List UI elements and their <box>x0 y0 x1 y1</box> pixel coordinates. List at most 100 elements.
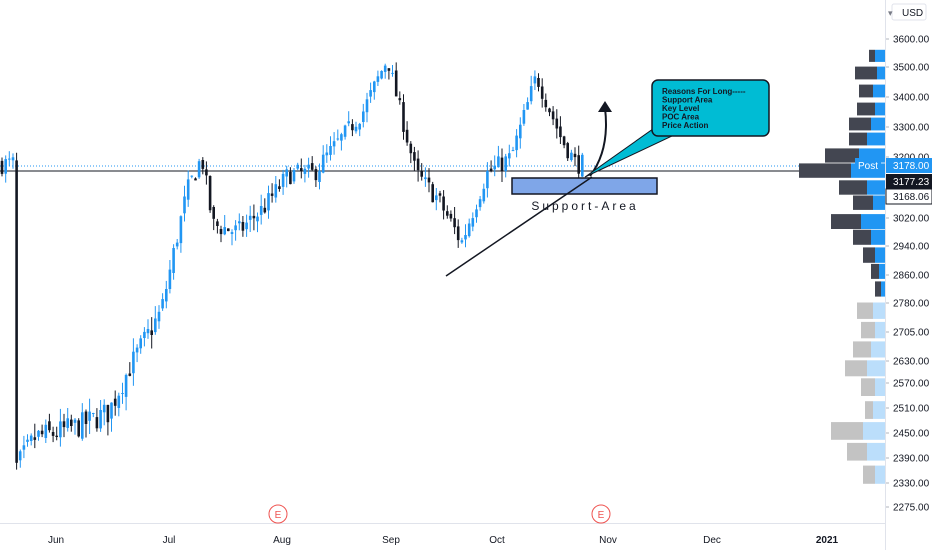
volume-profile-down-bar <box>845 360 867 377</box>
candle-body <box>128 373 132 376</box>
callout-box[interactable] <box>651 79 770 137</box>
volume-profile-up-bar <box>873 401 885 419</box>
candle-body <box>453 218 456 228</box>
price-tag-last: 3177.23 <box>886 174 932 189</box>
candle-body <box>190 175 194 177</box>
volume-profile-up-bar <box>867 442 885 461</box>
price-tag-level: 3168.06 <box>885 188 932 205</box>
candle-body <box>157 311 161 322</box>
volume-profile-up-bar <box>881 281 885 297</box>
candle-body <box>15 160 18 463</box>
candle-body <box>340 134 343 141</box>
candle-body <box>77 420 80 437</box>
last-price: 3177.23 <box>893 177 930 188</box>
candle-body <box>438 193 442 196</box>
time-axis[interactable]: Jun Jul Aug Sep Oct Nov Dec 2021 <box>48 535 839 546</box>
candle-body <box>486 171 489 189</box>
price-tick-label: 2630.00 <box>893 357 930 368</box>
candle-body <box>8 158 11 160</box>
level-price: 3168.06 <box>893 192 930 203</box>
callout-line: POC Area <box>662 113 700 122</box>
volume-profile-up-bar <box>875 102 885 116</box>
price-tick-label: 2705.00 <box>893 328 930 339</box>
volume-profile-down-bar <box>849 132 867 146</box>
candle-body <box>110 402 113 419</box>
candle-body <box>310 163 314 170</box>
candle-body <box>435 195 438 201</box>
candle-body <box>566 143 569 159</box>
post-price: 3178.00 <box>893 161 930 172</box>
candle-body <box>511 150 515 152</box>
candle-body <box>62 421 66 428</box>
post-label: Post <box>858 161 878 172</box>
candle-body <box>336 138 340 140</box>
candle-body <box>300 168 303 172</box>
candle-body <box>391 72 394 74</box>
candle-body <box>343 125 347 137</box>
candle-body <box>230 232 234 234</box>
dropdown-icon: ▾ <box>888 8 893 18</box>
candle-body <box>197 161 201 178</box>
candle-body <box>168 269 172 289</box>
candle-body <box>526 102 529 110</box>
candle-body <box>446 211 449 216</box>
price-tick-label: 2275.00 <box>893 503 930 514</box>
volume-profile-down-bar <box>861 378 875 396</box>
candle-body <box>150 330 153 335</box>
candle-body <box>555 118 559 129</box>
price-tick-label: 3020.00 <box>893 214 930 225</box>
candle-body <box>18 451 22 461</box>
candle-body <box>573 153 577 158</box>
date-tick-label: Aug <box>273 535 291 546</box>
volume-profile-up-bar <box>875 378 885 396</box>
candle-body <box>281 173 285 187</box>
candle-body <box>464 235 467 240</box>
volume-profile-down-bar <box>853 195 873 210</box>
candle-body <box>515 135 518 151</box>
volume-profile-down-bar <box>857 302 873 319</box>
volume-profile-down-bar <box>799 163 851 178</box>
candle-body <box>577 155 580 174</box>
date-tick-label: 2021 <box>816 535 839 546</box>
candle-body <box>500 157 504 172</box>
candle-body <box>369 90 372 97</box>
price-axis[interactable]: 3600.003500.003400.003300.003200.003020.… <box>886 35 930 514</box>
candle-body <box>332 141 336 147</box>
price-tick-label: 2450.00 <box>893 429 930 440</box>
price-tick-label: 2780.00 <box>893 299 930 310</box>
earnings-marker-oct[interactable]: E <box>591 504 611 524</box>
candle-body <box>263 207 267 213</box>
volume-profile-down-bar <box>853 341 871 358</box>
support-zone[interactable] <box>511 177 658 195</box>
candle-body <box>449 213 453 219</box>
candle-body <box>307 164 310 169</box>
candle-body <box>383 65 387 72</box>
price-tick-label: 2940.00 <box>893 242 930 253</box>
candle-body <box>135 347 139 353</box>
candle-body <box>48 421 51 431</box>
candle-body <box>387 68 391 71</box>
candle-body <box>223 227 226 235</box>
date-tick-label: Nov <box>599 535 617 546</box>
currency-button[interactable]: USD ▾ <box>888 3 927 21</box>
volume-profile-up-bar <box>873 84 885 98</box>
candle-body <box>99 410 102 429</box>
candle-body <box>548 108 551 113</box>
candle-body <box>124 374 128 397</box>
candle-body <box>44 424 48 438</box>
candle-body <box>467 223 471 237</box>
date-tick-label: Oct <box>489 535 505 546</box>
trendline[interactable] <box>445 176 593 277</box>
volume-profile-down-bar <box>865 401 873 419</box>
earnings-marker-aug[interactable]: E <box>268 504 288 524</box>
volume-profile-up-bar <box>867 180 885 195</box>
volume-profile-down-bar <box>849 117 871 131</box>
callout-line: Support Area <box>662 96 713 105</box>
volume-profile-down-bar <box>859 84 873 98</box>
candle-body <box>132 351 135 374</box>
candle-body <box>416 158 420 171</box>
price-tick-label: 3300.00 <box>893 123 930 134</box>
candle-body <box>478 199 482 208</box>
volume-profile-down-bar <box>847 442 867 461</box>
